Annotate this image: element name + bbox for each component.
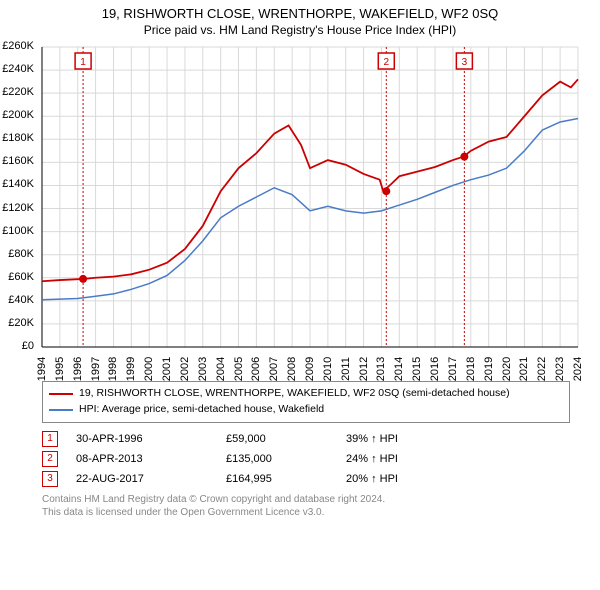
footer-text: Contains HM Land Registry data © Crown c… — [42, 493, 570, 519]
event-pct: 24% ↑ HPI — [346, 453, 398, 465]
y-axis-label: £200K — [0, 109, 34, 121]
legend-label: HPI: Average price, semi-detached house,… — [79, 402, 324, 418]
event-row: 1 30-APR-1996£59,00039% ↑ HPI — [42, 429, 570, 449]
x-axis-label: 2007 — [269, 357, 281, 381]
y-axis-label: £60K — [0, 271, 34, 283]
x-axis-label: 1996 — [72, 357, 84, 381]
chart-title: 19, RISHWORTH CLOSE, WRENTHORPE, WAKEFIE… — [0, 0, 600, 21]
event-price: £135,000 — [226, 453, 346, 465]
x-axis-label: 2005 — [233, 357, 245, 381]
x-axis-label: 2010 — [322, 357, 334, 381]
event-price: £59,000 — [226, 433, 346, 445]
event-marker: 1 — [42, 431, 58, 447]
event-date: 22-AUG-2017 — [76, 473, 226, 485]
y-axis-label: £80K — [0, 248, 34, 260]
y-axis-label: £160K — [0, 155, 34, 167]
x-axis-label: 2021 — [519, 357, 531, 381]
x-axis-label: 2020 — [501, 357, 513, 381]
x-axis-label: 2004 — [215, 357, 227, 381]
legend-swatch — [49, 393, 73, 395]
y-axis-label: £240K — [0, 63, 34, 75]
x-axis-label: 2022 — [537, 357, 549, 381]
chart-svg: 1 2 3 — [38, 43, 598, 373]
x-axis-label: 2014 — [394, 357, 406, 381]
x-axis-label: 2001 — [161, 357, 173, 381]
legend-label: 19, RISHWORTH CLOSE, WRENTHORPE, WAKEFIE… — [79, 386, 510, 402]
event-date: 08-APR-2013 — [76, 453, 226, 465]
x-axis-label: 2013 — [376, 357, 388, 381]
event-row: 3 22-AUG-2017£164,99520% ↑ HPI — [42, 469, 570, 489]
legend-item: 19, RISHWORTH CLOSE, WRENTHORPE, WAKEFIE… — [49, 386, 563, 402]
x-axis-label: 1998 — [108, 357, 120, 381]
legend-swatch — [49, 409, 73, 411]
svg-text:2: 2 — [384, 57, 390, 68]
x-axis-label: 2009 — [304, 357, 316, 381]
y-axis-label: £180K — [0, 132, 34, 144]
y-axis-label: £120K — [0, 202, 34, 214]
x-axis-label: 2019 — [483, 357, 495, 381]
x-axis-label: 1994 — [36, 357, 48, 381]
y-axis-label: £140K — [0, 178, 34, 190]
event-marker: 2 — [42, 451, 58, 467]
x-axis-label: 2018 — [465, 357, 477, 381]
x-axis-label: 1995 — [54, 357, 66, 381]
y-axis-label: £0 — [0, 340, 34, 352]
y-axis-label: £260K — [0, 40, 34, 52]
event-table: 1 30-APR-1996£59,00039% ↑ HPI 2 08-APR-2013… — [42, 429, 570, 489]
event-pct: 39% ↑ HPI — [346, 433, 398, 445]
event-pct: 20% ↑ HPI — [346, 473, 398, 485]
x-axis-label: 2006 — [251, 357, 263, 381]
y-axis-label: £40K — [0, 294, 34, 306]
chart-container: 19, RISHWORTH CLOSE, WRENTHORPE, WAKEFIE… — [0, 0, 600, 590]
x-axis-label: 2008 — [286, 357, 298, 381]
x-axis-label: 1999 — [126, 357, 138, 381]
legend-box: 19, RISHWORTH CLOSE, WRENTHORPE, WAKEFIE… — [42, 381, 570, 423]
y-axis-label: £20K — [0, 317, 34, 329]
chart-subtitle: Price paid vs. HM Land Registry's House … — [0, 21, 600, 43]
x-axis-label: 2017 — [447, 357, 459, 381]
event-marker: 3 — [42, 471, 58, 487]
x-axis-label: 2002 — [179, 357, 191, 381]
footer-line-1: Contains HM Land Registry data © Crown c… — [42, 493, 570, 506]
svg-text:3: 3 — [462, 57, 468, 68]
x-axis-label: 2000 — [143, 357, 155, 381]
x-axis-label: 2016 — [429, 357, 441, 381]
svg-text:1: 1 — [80, 57, 86, 68]
x-axis-label: 2012 — [358, 357, 370, 381]
x-axis-label: 2011 — [340, 357, 352, 381]
footer-line-2: This data is licensed under the Open Gov… — [42, 506, 570, 519]
legend-item: HPI: Average price, semi-detached house,… — [49, 402, 563, 418]
x-axis-label: 2023 — [554, 357, 566, 381]
x-axis-label: 2024 — [572, 357, 584, 381]
event-date: 30-APR-1996 — [76, 433, 226, 445]
x-axis-label: 2003 — [197, 357, 209, 381]
event-price: £164,995 — [226, 473, 346, 485]
y-axis-label: £220K — [0, 86, 34, 98]
event-row: 2 08-APR-2013£135,00024% ↑ HPI — [42, 449, 570, 469]
y-axis-label: £100K — [0, 225, 34, 237]
chart-plot-area: 123 £0£20K£40K£60K£80K£100K£120K£140K£16… — [38, 43, 598, 373]
x-axis-label: 1997 — [90, 357, 102, 381]
x-axis-label: 2015 — [411, 357, 423, 381]
